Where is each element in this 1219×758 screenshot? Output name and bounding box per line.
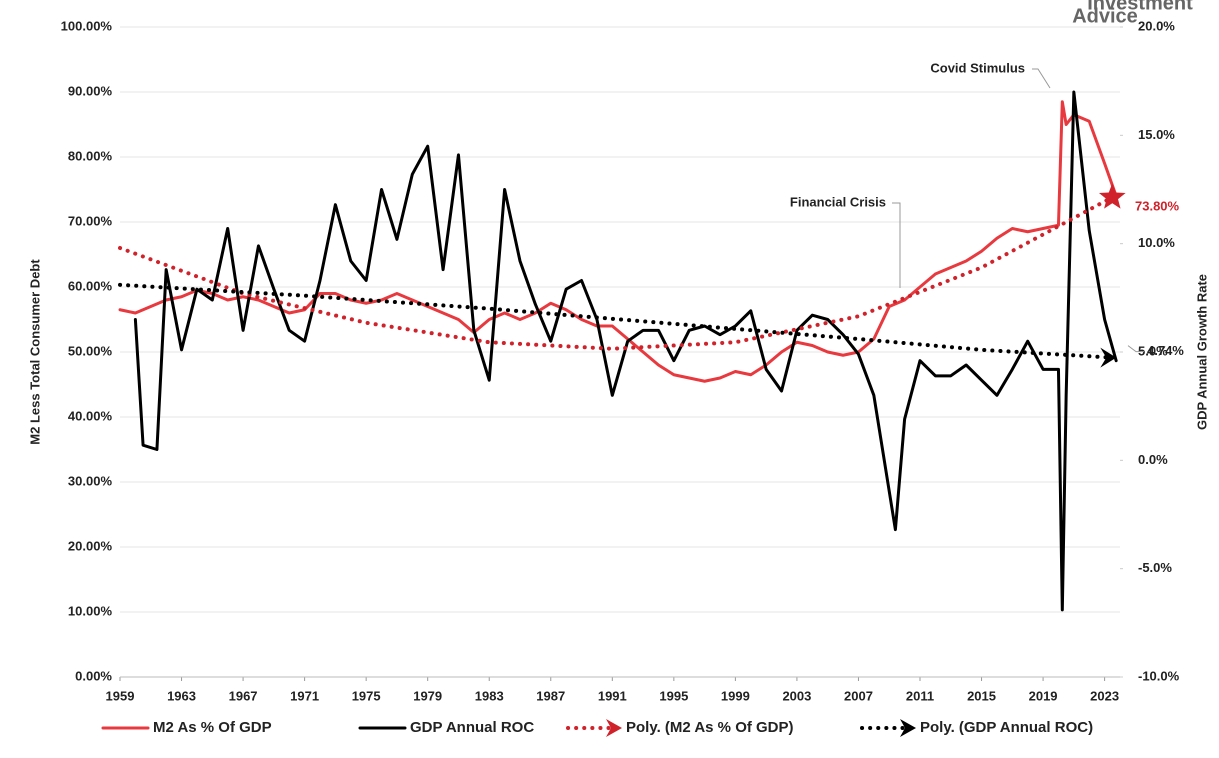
series-line xyxy=(133,90,1118,612)
y-tick-label: 70.00% xyxy=(68,213,113,228)
y-tick-label: 100.00% xyxy=(61,18,113,33)
leader-line xyxy=(1032,68,1051,89)
y2-tick-label: 0.0% xyxy=(1138,452,1168,467)
y-tick-label: 50.00% xyxy=(68,343,113,358)
y2-axis-label: GDP Annual Growth Rate xyxy=(1194,274,1209,430)
x-tick-label: 1987 xyxy=(536,688,565,703)
x-tick-label: 1979 xyxy=(413,688,442,703)
y-tick-label: 90.00% xyxy=(68,83,113,98)
leader-line xyxy=(1127,345,1144,353)
y-axis-label: M2 Less Total Consumer Debt xyxy=(27,259,42,445)
series-line xyxy=(118,282,1115,360)
legend-arrow xyxy=(900,719,916,737)
y2-tick-label: 20.0% xyxy=(1138,18,1175,33)
y-tick-label: 40.00% xyxy=(68,408,113,423)
series-line xyxy=(118,195,1115,351)
x-tick-label: 2003 xyxy=(782,688,811,703)
y2-tick-label: 5.0% xyxy=(1138,343,1168,358)
x-tick-label: 1963 xyxy=(167,688,196,703)
y2-tick-label: -5.0% xyxy=(1138,560,1172,575)
y-tick-label: 60.00% xyxy=(68,278,113,293)
y-tick-label: 0.00% xyxy=(75,668,112,683)
x-tick-label: 2011 xyxy=(906,688,934,703)
legend-arrow xyxy=(606,719,622,737)
y-tick-label: 20.00% xyxy=(68,538,113,553)
x-tick-label: 2019 xyxy=(1029,688,1058,703)
legend-label: Poly. (GDP Annual ROC) xyxy=(920,719,1093,736)
x-tick-label: 2007 xyxy=(844,688,873,703)
y2-tick-label: 10.0% xyxy=(1138,235,1175,250)
trend-star xyxy=(1098,183,1126,209)
logo-text: Advice xyxy=(1072,5,1138,27)
x-tick-label: 1991 xyxy=(598,688,627,703)
y-tick-label: 30.00% xyxy=(68,473,113,488)
x-tick-label: 1995 xyxy=(659,688,688,703)
y2-tick-label: -10.0% xyxy=(1138,668,1180,683)
x-tick-label: 1967 xyxy=(229,688,258,703)
trend-arrow xyxy=(1100,347,1117,368)
leader-line xyxy=(892,202,901,288)
annotation: Financial Crisis xyxy=(790,194,886,209)
y-tick-label: 80.00% xyxy=(68,148,113,163)
y2-tick-label: 15.0% xyxy=(1138,127,1175,142)
annotation: Covid Stimulus xyxy=(930,60,1025,75)
end-label: 4.74% xyxy=(1147,343,1184,358)
x-tick-label: 1999 xyxy=(721,688,750,703)
x-tick-label: 1971 xyxy=(290,688,319,703)
logo-text: Investment xyxy=(1087,0,1193,14)
x-tick-label: 1975 xyxy=(352,688,381,703)
legend-label: M2 As % Of GDP xyxy=(153,719,272,736)
legend-label: GDP Annual ROC xyxy=(410,719,534,736)
y-tick-label: 10.00% xyxy=(68,603,113,618)
series-line xyxy=(118,100,1118,383)
x-tick-label: 1983 xyxy=(475,688,504,703)
legend-label: Poly. (M2 As % Of GDP) xyxy=(626,719,794,736)
x-tick-label: 2023 xyxy=(1090,688,1119,703)
x-tick-label: 2015 xyxy=(967,688,996,703)
x-tick-label: 1959 xyxy=(106,688,135,703)
end-label: 73.80% xyxy=(1135,199,1180,214)
